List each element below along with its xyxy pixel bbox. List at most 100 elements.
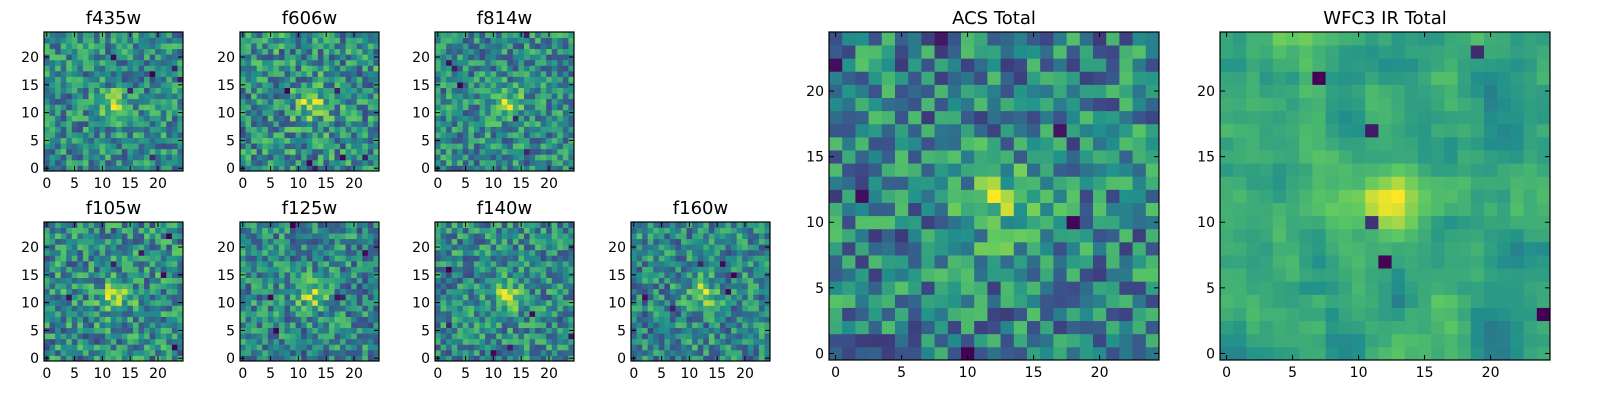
heatmap-cell [44, 148, 50, 155]
heatmap-cell [60, 82, 67, 88]
heatmap-cell [356, 109, 363, 116]
heatmap-cell [1119, 346, 1133, 361]
heatmap-cell [842, 228, 856, 243]
heatmap-cell [49, 109, 56, 116]
heatmap-cell [742, 233, 749, 240]
heatmap-cell [518, 344, 525, 351]
heatmap-cell [535, 165, 542, 172]
heatmap-cell [71, 120, 78, 127]
heatmap-cell [144, 222, 151, 228]
heatmap-cell [764, 344, 771, 351]
heatmap-cell [77, 305, 84, 312]
heatmap-cell [301, 344, 308, 351]
heatmap-cell [160, 98, 167, 105]
heatmap-cell [479, 59, 486, 66]
heatmap-cell [501, 98, 508, 105]
heatmap-cell [171, 322, 178, 329]
heatmap-cell [66, 310, 73, 317]
heatmap-cell [490, 104, 497, 111]
heatmap-cell [501, 165, 508, 172]
heatmap-cell [686, 277, 693, 284]
heatmap-cell [166, 109, 173, 116]
heatmap-cell [88, 87, 95, 94]
heatmap-cell [523, 310, 530, 317]
heatmap-cell [703, 310, 710, 317]
heatmap-cell [356, 310, 363, 317]
heatmap-cell [535, 310, 542, 317]
heatmap-cell [245, 59, 252, 66]
heatmap-cell [367, 283, 374, 290]
heatmap-cell [149, 272, 156, 278]
heatmap-cell [373, 288, 380, 295]
heatmap-cell [562, 143, 569, 150]
heatmap-cell [144, 310, 151, 317]
heatmap-cell [284, 316, 291, 323]
heatmap-cell [127, 48, 134, 55]
heatmap-cell [138, 244, 145, 251]
heatmap-cell [77, 355, 84, 362]
heatmap-cell [144, 260, 151, 267]
y-tick-label: 5 [421, 323, 430, 339]
heatmap-cell [868, 294, 883, 308]
heatmap-cell [764, 338, 771, 345]
heatmap-cell [301, 316, 308, 323]
heatmap-cell [71, 87, 78, 94]
heatmap-cell [742, 266, 749, 273]
heatmap-cell [895, 307, 909, 322]
heatmap-cell [306, 233, 313, 240]
heatmap-cell [1145, 189, 1160, 203]
heatmap-cell [362, 277, 369, 284]
heatmap-cell [295, 249, 302, 256]
heatmap-cell [256, 333, 263, 340]
heatmap-cell [440, 310, 447, 317]
heatmap-cell [540, 327, 547, 334]
heatmap-cell [160, 244, 167, 251]
heatmap-cell [457, 249, 464, 256]
heatmap-cell [116, 294, 123, 301]
heatmap-cell [496, 120, 503, 127]
heatmap-cell [446, 344, 453, 351]
heatmap-cell [88, 48, 95, 55]
heatmap-cell [485, 255, 491, 262]
heatmap-cell [323, 327, 330, 334]
heatmap-cell [507, 37, 514, 44]
heatmap-cell [669, 355, 676, 362]
heatmap-cell [535, 344, 542, 351]
heatmap-cell [334, 165, 341, 172]
heatmap-cell [719, 222, 726, 228]
heatmap-cell [719, 283, 726, 290]
heatmap-cell [451, 93, 458, 100]
heatmap-cell [468, 249, 475, 256]
heatmap-cell [512, 70, 519, 77]
heatmap-cell [664, 260, 671, 267]
heatmap-cell [138, 76, 145, 83]
heatmap-cell [345, 109, 352, 116]
heatmap-cell [49, 277, 56, 284]
heatmap-cell [132, 32, 139, 38]
heatmap-cell [496, 244, 503, 251]
heatmap-cell [546, 249, 553, 256]
heatmap-cell [256, 338, 263, 345]
heatmap-cell [557, 165, 564, 172]
heatmap-cell [725, 310, 732, 317]
heatmap-cell [127, 316, 134, 323]
heatmap-cell [306, 37, 313, 44]
heatmap-cell [692, 316, 699, 323]
heatmap-cell [462, 310, 469, 317]
heatmap-cell [262, 344, 269, 351]
heatmap-cell [356, 249, 363, 256]
heatmap-cell [121, 272, 128, 278]
heatmap-cell [681, 266, 687, 273]
heatmap-cell [457, 255, 464, 262]
heatmap-cell [523, 322, 530, 329]
heatmap-cell [323, 143, 330, 150]
heatmap-cell [753, 355, 760, 362]
heatmap-cell [334, 344, 341, 351]
heatmap-cell [736, 338, 743, 345]
heatmap-cell [251, 333, 258, 340]
heatmap-cell [71, 104, 78, 111]
heatmap-cell [301, 260, 308, 267]
heatmap-cell [468, 98, 475, 105]
heatmap-cell [144, 148, 151, 155]
x-tick-label: 0 [238, 366, 247, 382]
